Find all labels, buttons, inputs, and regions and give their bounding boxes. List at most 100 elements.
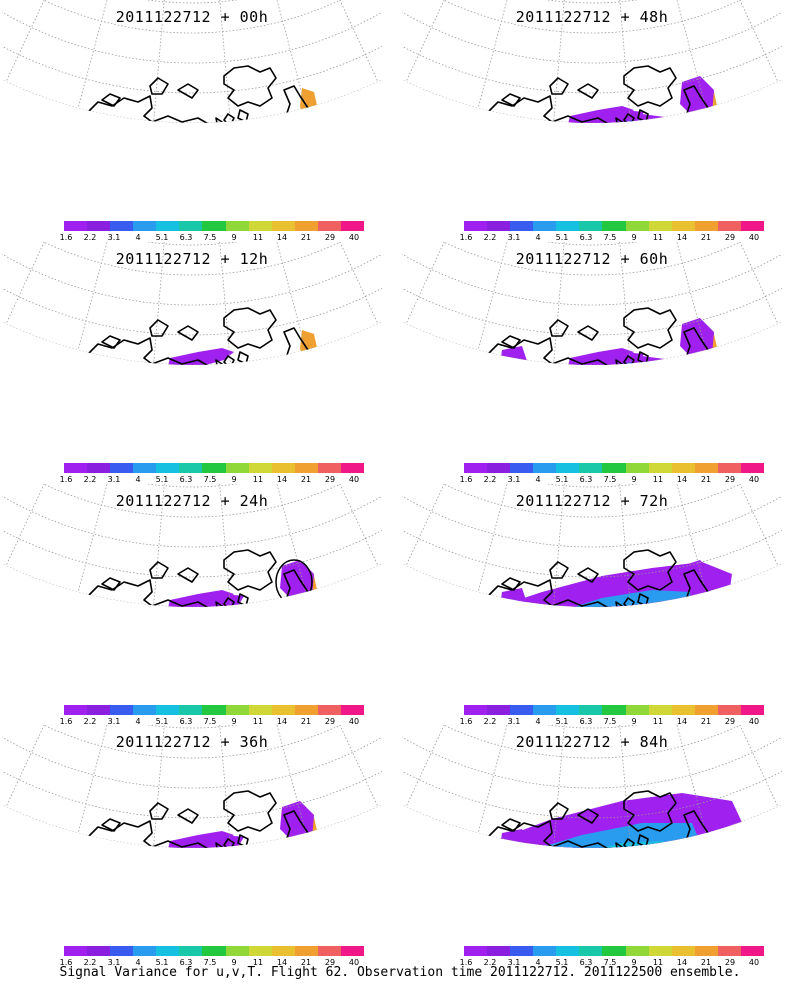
colorbar-tick-label: 29 <box>724 475 736 484</box>
coastline <box>26 132 38 146</box>
colorbar-swatch <box>671 946 695 956</box>
colorbar-swatch <box>717 946 741 956</box>
colorbar-swatch <box>179 705 203 715</box>
figure-caption: Signal Variance for u,v,T. Flight 62. Ob… <box>59 965 741 980</box>
colorbar-swatch <box>510 705 534 715</box>
variance-region <box>542 602 708 607</box>
colorbar-tick-label: 21 <box>700 958 712 967</box>
map-plot <box>2 725 382 848</box>
colorbar-tick-label: 6.3 <box>179 233 193 242</box>
colorbar-swatch <box>717 463 741 473</box>
colorbar-tick-label: 9 <box>231 717 237 726</box>
map-plot <box>2 484 382 607</box>
colorbar <box>464 221 765 231</box>
coastline <box>623 307 677 349</box>
colorbar-swatch <box>87 463 111 473</box>
colorbar-tick-label: 3.1 <box>507 475 521 484</box>
forecast-panel: 2011122712 + 36h 1.6 2.2 3.1 4 5.1 6.3 7.5 9 11 14… <box>2 725 382 967</box>
coastline <box>426 374 438 388</box>
coastline <box>615 601 623 607</box>
coastline <box>177 325 199 341</box>
variance-region <box>592 614 672 642</box>
colorbar-swatch <box>464 463 488 473</box>
colorbar-tick-label: 3.1 <box>107 717 121 726</box>
colorbar-tick-label: 4 <box>135 717 141 726</box>
colorbar-swatch <box>625 705 649 715</box>
colorbar-swatch <box>317 705 341 715</box>
coastline <box>215 601 223 607</box>
colorbar-swatch <box>556 463 580 473</box>
colorbar-swatch <box>156 221 180 231</box>
colorbar-tick-label: 21 <box>300 717 312 726</box>
coastline <box>549 561 569 579</box>
colorbar-tick-label: 1.6 <box>459 958 473 967</box>
coastline <box>223 307 277 349</box>
colorbar-swatch <box>225 946 249 956</box>
colorbar-swatch <box>133 463 157 473</box>
colorbar-swatch <box>317 463 341 473</box>
coastline <box>223 597 235 607</box>
coastline <box>717 597 731 607</box>
colorbar-tick-label: 40 <box>748 958 760 967</box>
coastline <box>182 182 188 190</box>
colorbar-swatch <box>648 221 672 231</box>
coastline <box>182 424 188 432</box>
map-plot <box>402 725 782 915</box>
colorbar-tick-label: 1.6 <box>459 233 473 242</box>
coastline <box>582 666 588 674</box>
variance-region <box>542 360 708 365</box>
colorbar-swatch <box>248 221 272 231</box>
colorbar-tick-label: 6.3 <box>579 958 593 967</box>
colorbar-tick-label: 29 <box>324 958 336 967</box>
variance-region <box>602 362 648 365</box>
colorbar-swatch <box>110 463 134 473</box>
colorbar-swatch <box>579 946 603 956</box>
coastline <box>215 117 223 123</box>
colorbar-tick-label: 6.3 <box>579 717 593 726</box>
colorbar-tick-label: 40 <box>348 233 360 242</box>
coastline <box>623 355 635 365</box>
variance-region <box>300 330 318 365</box>
colorbar-tick-label: 1.6 <box>459 717 473 726</box>
coastline <box>577 808 599 824</box>
colorbar-tick-label: 14 <box>676 233 688 242</box>
coastline <box>149 319 169 337</box>
coastline <box>717 355 731 365</box>
colorbar-swatch <box>156 946 180 956</box>
coastline <box>549 77 569 95</box>
colorbar-tick-label: 3.1 <box>507 717 521 726</box>
colorbar-ticks: 1.6 2.2 3.1 4 5.1 6.3 7.5 9 11 14 21 29 40 <box>60 233 364 245</box>
colorbar-tick-label: 21 <box>300 475 312 484</box>
colorbar-tick-label: 4 <box>535 475 541 484</box>
variance-region <box>680 76 714 118</box>
colorbar-tick-label: 2.2 <box>83 958 97 967</box>
coastline <box>562 146 574 158</box>
colorbar-swatch <box>487 463 511 473</box>
colorbar-swatch <box>602 705 626 715</box>
graticule <box>2 484 382 607</box>
coastline <box>149 802 169 820</box>
coastline <box>501 577 521 591</box>
colorbar-swatch <box>694 705 718 715</box>
colorbar-swatch <box>317 946 341 956</box>
colorbar-tick-label: 2.2 <box>83 717 97 726</box>
colorbar-swatch <box>694 221 718 231</box>
colorbar-swatch <box>602 221 626 231</box>
colorbar-tick-label: 29 <box>724 717 736 726</box>
coastline <box>317 355 331 365</box>
coastline <box>215 359 223 365</box>
variance-region <box>562 384 654 416</box>
variance-region <box>602 845 648 848</box>
colorbar-tick-label: 6.3 <box>179 717 193 726</box>
colorbar-tick-label: 7.5 <box>603 475 617 484</box>
colorbar-swatch <box>464 221 488 231</box>
panel-title: 2011122712 + 72h <box>515 492 669 510</box>
variance-region <box>152 142 162 150</box>
colorbar-tick-label: 2.2 <box>483 475 497 484</box>
coastline <box>582 907 588 915</box>
colorbar-swatch <box>202 221 226 231</box>
colorbar-tick-label: 40 <box>348 958 360 967</box>
panel-title: 2011122712 + 24h <box>115 492 269 510</box>
colorbar-tick-label: 40 <box>748 717 760 726</box>
colorbar-swatch <box>648 946 672 956</box>
